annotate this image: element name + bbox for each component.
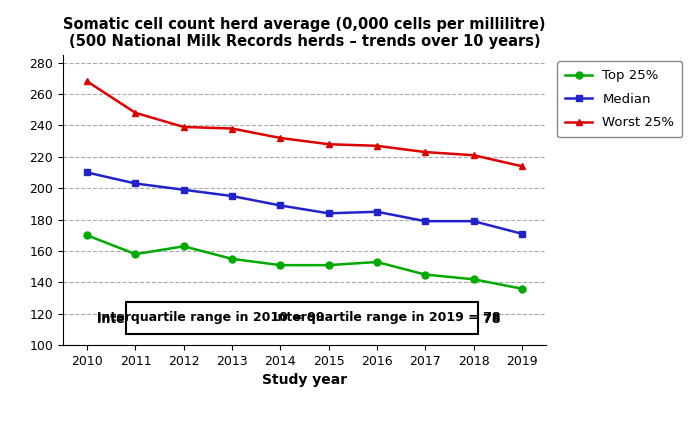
Worst 25% <box>131 110 139 115</box>
Title: Somatic cell count herd average (0,000 cells per millilitre)
(500 National Milk : Somatic cell count herd average (0,000 c… <box>63 17 546 49</box>
Worst 25% <box>276 136 285 141</box>
Median <box>518 231 526 236</box>
Median <box>470 218 478 224</box>
Median <box>276 203 285 208</box>
Median <box>83 170 92 175</box>
Line: Median: Median <box>84 169 525 237</box>
Top 25% <box>83 233 92 238</box>
Text: Interquartile range in 2010 = 99: Interquartile range in 2010 = 99 <box>97 311 324 324</box>
Top 25% <box>131 252 139 257</box>
Top 25% <box>228 256 237 261</box>
Top 25% <box>372 259 381 264</box>
Top 25% <box>325 263 333 268</box>
Worst 25% <box>228 126 237 131</box>
Median <box>421 218 430 224</box>
Legend: Top 25%, Median, Worst 25%: Top 25%, Median, Worst 25% <box>557 61 682 137</box>
Median <box>179 187 188 192</box>
FancyBboxPatch shape <box>126 301 478 333</box>
Text: Interquartile range in 2019 = 78: Interquartile range in 2019 = 78 <box>273 312 500 325</box>
Top 25% <box>470 277 478 282</box>
Line: Worst 25%: Worst 25% <box>84 78 525 170</box>
Median <box>325 211 333 216</box>
X-axis label: Study year: Study year <box>262 373 347 387</box>
Median <box>372 209 381 214</box>
Top 25% <box>421 272 430 277</box>
Line: Top 25%: Top 25% <box>84 232 525 292</box>
Worst 25% <box>83 79 92 84</box>
Top 25% <box>179 244 188 249</box>
Worst 25% <box>518 164 526 169</box>
Text: Interquartile range in 2019 = 78: Interquartile range in 2019 = 78 <box>273 311 500 324</box>
Worst 25% <box>470 153 478 158</box>
Median <box>131 181 139 186</box>
Median <box>228 194 237 199</box>
Top 25% <box>276 263 285 268</box>
Text: Interquartile range in 2010 = 99: Interquartile range in 2010 = 99 <box>97 312 324 325</box>
Worst 25% <box>179 125 188 130</box>
Worst 25% <box>372 143 381 148</box>
Top 25% <box>518 286 526 291</box>
Worst 25% <box>325 142 333 147</box>
Worst 25% <box>421 149 430 155</box>
